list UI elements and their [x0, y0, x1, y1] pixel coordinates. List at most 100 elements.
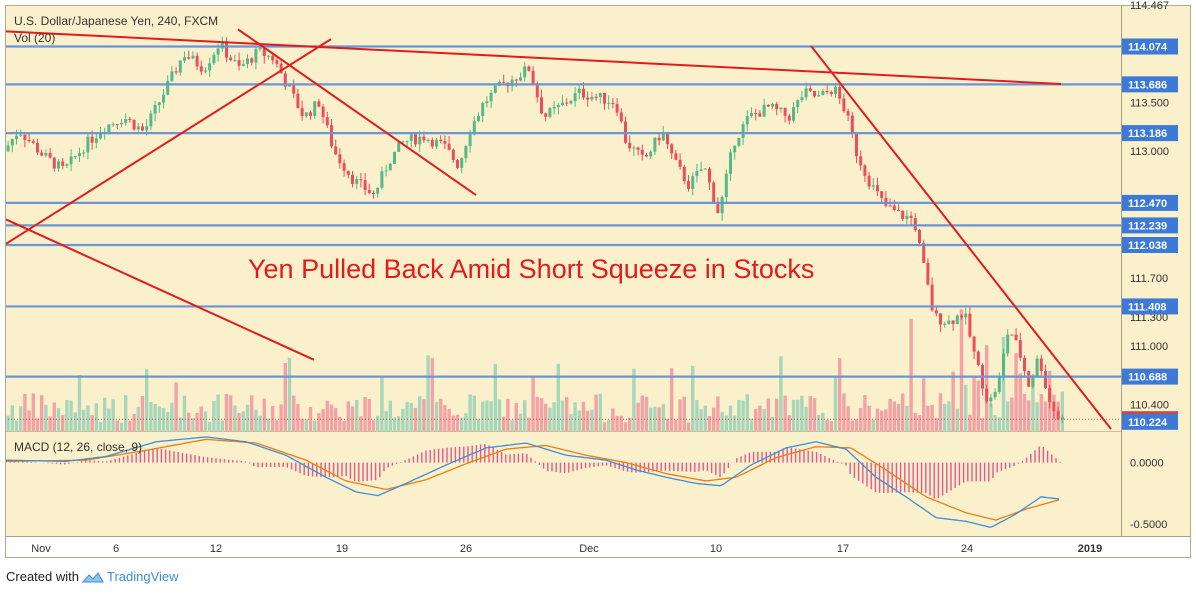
volume-bar — [497, 399, 502, 431]
volume-bar — [821, 412, 825, 431]
volume-bar — [409, 403, 413, 431]
candle-body — [720, 197, 724, 214]
volume-bar — [909, 318, 913, 431]
volume-bar — [917, 415, 922, 431]
volume-bar — [128, 420, 132, 431]
candle-body — [65, 164, 69, 166]
volume-bar — [262, 398, 266, 431]
volume-bar — [103, 397, 107, 431]
price-tick-label: 110.400 — [1130, 400, 1169, 412]
candle-body — [111, 124, 115, 126]
volume-bar — [686, 422, 691, 431]
volume-bar — [989, 403, 993, 431]
candle-body — [611, 102, 615, 105]
candle-body — [489, 92, 493, 102]
candle-body — [964, 313, 968, 318]
candle-body — [19, 134, 23, 136]
volume-bar — [598, 393, 602, 431]
candle-body — [422, 136, 426, 141]
candle-body — [267, 55, 270, 57]
volume-bar — [426, 355, 430, 431]
candle-body — [393, 151, 396, 164]
volume-bar — [56, 408, 61, 431]
volume-bar — [82, 409, 86, 431]
volume-bar — [90, 415, 94, 431]
volume-bar — [741, 400, 745, 431]
level-price-label: 111.408 — [1128, 301, 1167, 313]
volume-bar — [523, 400, 527, 431]
volume-bar — [779, 356, 783, 431]
time-tick-label: 17 — [837, 543, 849, 555]
volume-bar — [300, 418, 304, 431]
volume-bar — [1001, 336, 1006, 431]
candle-body — [598, 92, 602, 98]
volume-bar — [938, 393, 943, 431]
level-price-tag — [1122, 125, 1178, 142]
footer-prefix: Created with — [6, 569, 79, 584]
volume-bar — [926, 405, 930, 431]
volume-bar — [1027, 400, 1031, 431]
candle-body — [115, 124, 119, 126]
candle-body — [342, 163, 346, 171]
volume-bar — [136, 406, 140, 431]
candle-body — [304, 112, 308, 117]
volume-bar — [493, 363, 497, 431]
volume-bar — [527, 417, 531, 431]
candle-body — [69, 156, 73, 165]
volume-bar — [111, 399, 115, 431]
volume-bar — [271, 405, 275, 431]
candle-body — [477, 115, 480, 122]
volume-bar — [52, 402, 56, 431]
candle-body — [997, 375, 1001, 392]
candle-body — [460, 158, 464, 168]
volume-bar — [119, 422, 124, 431]
candle-body — [493, 85, 497, 93]
volume-bar — [758, 405, 762, 431]
volume-bar — [237, 412, 241, 431]
volume-bar — [1006, 401, 1010, 431]
candle-body — [275, 60, 279, 64]
candle-body — [968, 313, 972, 337]
candle-body — [128, 118, 132, 120]
candle-body — [922, 243, 926, 263]
volume-bar — [132, 413, 136, 431]
volume-bar — [716, 396, 720, 431]
trend-layer — [5, 28, 1112, 430]
volume-bar — [195, 413, 199, 431]
candle-body — [1002, 353, 1005, 376]
volume-bar — [464, 413, 468, 431]
footer-brand-link[interactable]: TradingView — [106, 569, 179, 584]
footer: Created with TradingView — [6, 569, 179, 584]
volume-bar — [728, 405, 733, 431]
candle-body — [153, 105, 157, 114]
volume-bar — [439, 398, 443, 431]
volume-bar — [854, 419, 859, 431]
candle-body — [73, 156, 77, 158]
time-tick-label: Dec — [579, 543, 599, 555]
chart-frame — [5, 5, 1191, 558]
candle-body — [199, 66, 203, 72]
candle-body — [561, 102, 564, 106]
candle-body — [897, 210, 900, 212]
candle-body — [481, 103, 485, 116]
volume-bar — [317, 413, 321, 431]
volume-bar — [178, 417, 182, 431]
candle-body — [590, 96, 594, 100]
volume-bar — [241, 411, 245, 431]
label-layer: 114.074 113.686 113.186 112.470 112.239 112.0… — [1122, 38, 1178, 430]
volume-bar — [628, 417, 632, 431]
candle-body — [149, 113, 153, 127]
tradingview-logo-icon[interactable] — [81, 570, 104, 584]
candle-body — [141, 126, 144, 131]
volume-bar — [371, 420, 376, 431]
candle-body — [10, 139, 14, 146]
candle-body — [317, 101, 321, 107]
time-tick-label: Nov — [31, 543, 51, 555]
volume-bar — [934, 417, 938, 431]
candle-body — [754, 112, 758, 114]
level-price-tag — [1122, 217, 1178, 234]
volume-bar — [153, 403, 157, 431]
volume-bar — [69, 400, 73, 431]
candle-body — [1056, 411, 1060, 420]
volume-bar — [191, 418, 195, 431]
